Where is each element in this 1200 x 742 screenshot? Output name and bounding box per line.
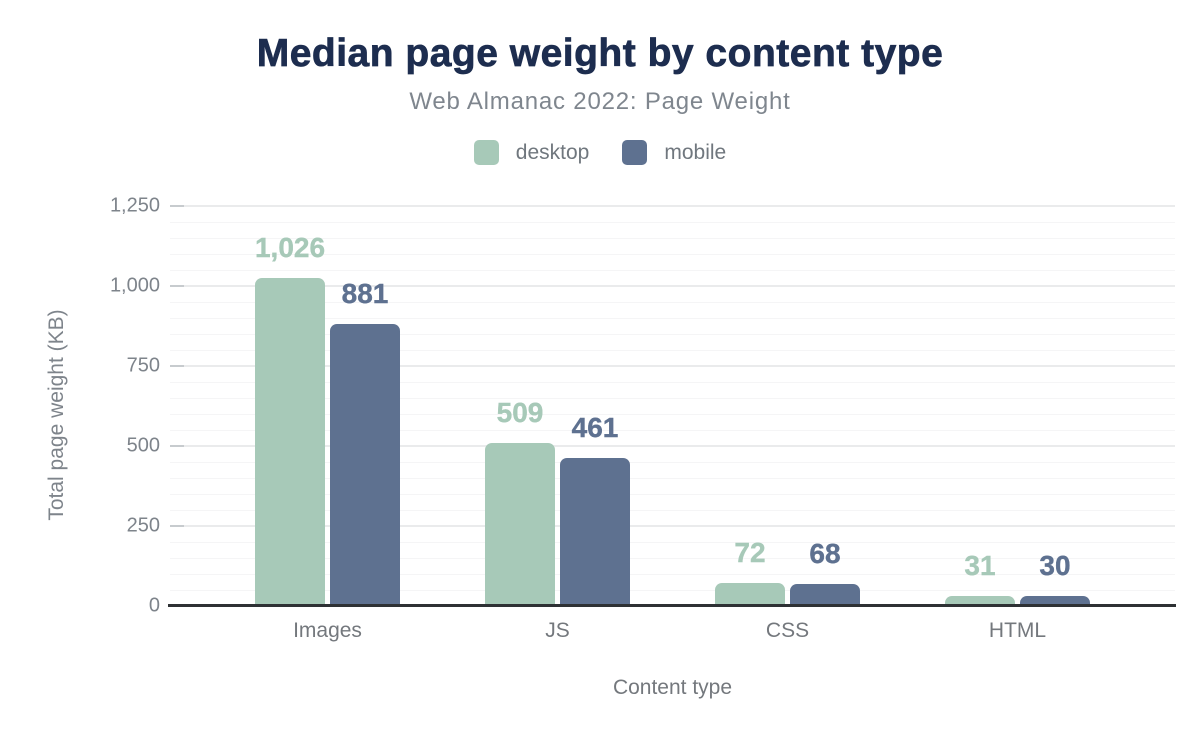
bar-desktop-html[interactable] (945, 596, 1015, 606)
gridline-minor (170, 590, 1175, 591)
gridline-minor (170, 334, 1175, 335)
bar-mobile-images[interactable] (330, 324, 400, 606)
gridline-minor (170, 574, 1175, 575)
value-label-mobile-js: 461 (571, 412, 619, 443)
gridline-minor (170, 302, 1175, 303)
gridline-minor (170, 558, 1175, 559)
x-tick-label-images: Images (293, 619, 362, 642)
y-tick-label: 750 (126, 354, 160, 377)
y-axis-title: Total page weight (KB) (45, 309, 68, 521)
barwrap-desktop-css: 72 (715, 205, 785, 606)
legend-label-desktop: desktop (515, 140, 590, 164)
y-tick-label: 1,000 (109, 274, 160, 297)
bar-group-css: 72 68 (715, 205, 860, 606)
x-axis-title: Content type (612, 676, 733, 699)
x-tick-label-js: JS (545, 619, 570, 642)
chart-subtitle: Web Almanac 2022: Page Weight (409, 88, 791, 115)
y-tick-label: 250 (126, 514, 160, 537)
gridline-minor (170, 222, 1175, 223)
bar-desktop-images[interactable] (255, 278, 325, 606)
bar-group-images: 1,026 881 (255, 205, 400, 606)
barwrap-desktop-js: 509 (485, 205, 555, 606)
bar-mobile-html[interactable] (1020, 596, 1090, 606)
gridline-minor (170, 350, 1175, 351)
value-label-mobile-html: 30 (1039, 550, 1071, 581)
legend-label-mobile: mobile (664, 140, 727, 164)
gridline-minor (170, 238, 1175, 239)
bar-desktop-js[interactable] (485, 443, 555, 606)
gridline-minor (170, 398, 1175, 399)
legend-item-mobile[interactable]: mobile (622, 140, 726, 165)
legend-item-desktop[interactable]: desktop (473, 140, 590, 165)
bar-group-html: 31 30 (945, 205, 1090, 606)
barwrap-mobile-images: 881 (330, 205, 400, 606)
bar-group-js: 509 461 (485, 205, 630, 606)
bar-mobile-js[interactable] (560, 458, 630, 606)
legend: desktop mobile (0, 140, 1200, 165)
value-label-desktop-css: 72 (734, 537, 766, 568)
y-tick-label: 500 (126, 434, 160, 457)
value-label-desktop-js: 509 (496, 397, 544, 428)
x-tick-label-html: HTML (988, 619, 1047, 642)
y-axis-tick-mark (170, 365, 184, 367)
gridline-major (170, 525, 1175, 527)
chart-title: Median page weight by content type (256, 32, 944, 76)
gridline-minor (170, 318, 1175, 319)
gridline-major (170, 365, 1175, 367)
gridline-minor (170, 270, 1175, 271)
gridline-major (170, 445, 1175, 447)
y-axis-tick-mark (170, 205, 184, 207)
y-axis-tick-mark (170, 285, 184, 287)
x-axis-baseline (168, 604, 1176, 607)
y-tick-label: 1,250 (109, 194, 160, 217)
bar-desktop-css[interactable] (715, 583, 785, 606)
x-axis-tick-labels: Images JS CSS HTML (170, 619, 1175, 643)
y-axis-tick-mark (170, 525, 184, 527)
barwrap-mobile-html: 30 (1020, 205, 1090, 606)
plot-area: 1,026 881 509 461 72 68 31 30 (170, 205, 1175, 606)
gridline-major (170, 285, 1175, 287)
gridline-minor (170, 462, 1175, 463)
value-label-desktop-images: 1,026 (254, 232, 326, 263)
gridline-minor (170, 430, 1175, 431)
gridline-major (170, 205, 1175, 207)
barwrap-mobile-css: 68 (790, 205, 860, 606)
barwrap-desktop-html: 31 (945, 205, 1015, 606)
gridline-minor (170, 542, 1175, 543)
gridline-minor (170, 494, 1175, 495)
value-label-mobile-images: 881 (341, 278, 389, 309)
x-tick-label-css: CSS (765, 619, 810, 642)
value-label-desktop-html: 31 (964, 550, 996, 581)
gridline-minor (170, 510, 1175, 511)
gridline-minor (170, 414, 1175, 415)
gridline-minor (170, 254, 1175, 255)
value-label-mobile-css: 68 (809, 538, 841, 569)
legend-swatch-mobile (622, 140, 648, 165)
legend-swatch-desktop (473, 140, 499, 165)
barwrap-desktop-images: 1,026 (255, 205, 325, 606)
bar-mobile-css[interactable] (790, 584, 860, 606)
gridline-minor (170, 382, 1175, 383)
y-axis-tick-mark (170, 445, 184, 447)
barwrap-mobile-js: 461 (560, 205, 630, 606)
y-tick-label: 0 (148, 594, 160, 617)
gridline-minor (170, 478, 1175, 479)
